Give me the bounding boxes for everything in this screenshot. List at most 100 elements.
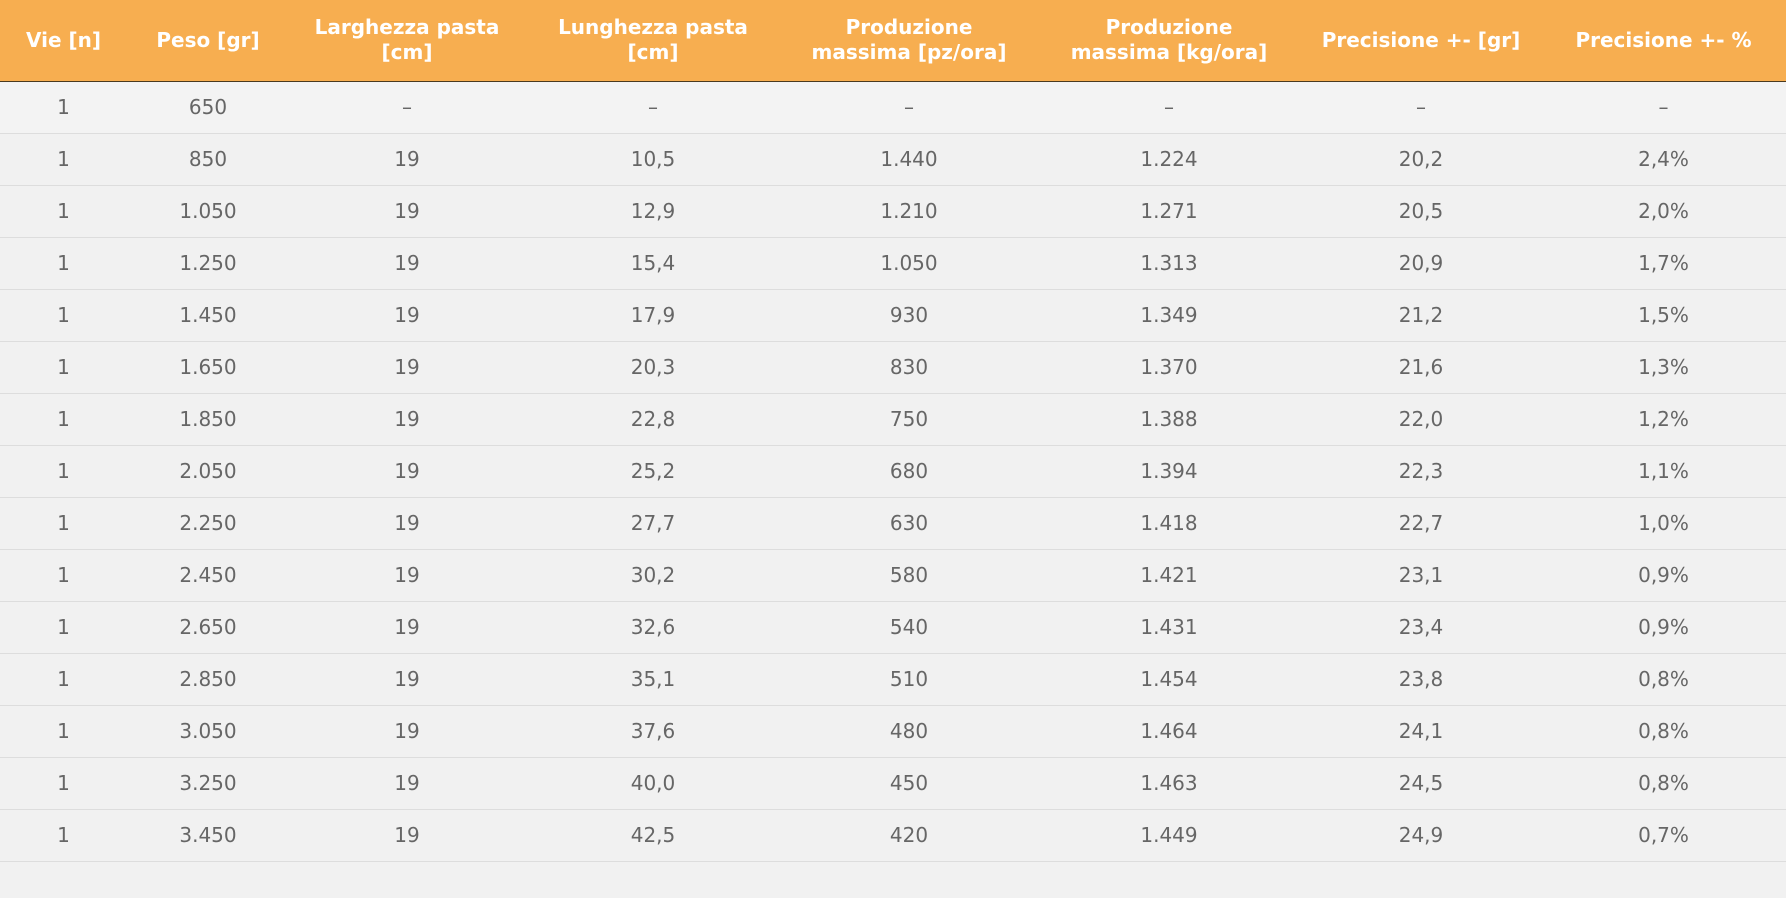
cell-lunghezza: 37,6 (525, 705, 781, 758)
cell-lunghezza: 22,8 (525, 393, 781, 446)
cell-precisione-pct: 2,0% (1541, 185, 1786, 238)
cell-peso: 2.850 (127, 653, 289, 706)
cell-lunghezza: 27,7 (525, 497, 781, 550)
cell-lunghezza: 15,4 (525, 237, 781, 290)
cell-larghezza: 19 (289, 549, 525, 602)
cell-lunghezza: 35,1 (525, 653, 781, 706)
cell-peso: 1.650 (127, 341, 289, 394)
cell-produzione-pz: 420 (781, 809, 1037, 862)
cell-precisione-gr: 20,9 (1301, 237, 1541, 290)
cell-larghezza: 19 (289, 133, 525, 186)
cell-precisione-gr: 24,9 (1301, 809, 1541, 862)
cell-produzione-kg: 1.349 (1037, 289, 1301, 342)
table-row: 1 2.850 19 35,1 510 1.454 23,8 0,8% (0, 653, 1786, 706)
cell-precisione-pct: 0,8% (1541, 705, 1786, 758)
table-row: 1 3.050 19 37,6 480 1.464 24,1 0,8% (0, 705, 1786, 758)
cell-peso: 3.450 (127, 809, 289, 862)
cell-produzione-pz: 540 (781, 601, 1037, 654)
cell-vie: 1 (0, 81, 127, 134)
cell-vie: 1 (0, 757, 127, 810)
cell-produzione-pz: 450 (781, 757, 1037, 810)
cell-produzione-pz: – (781, 81, 1037, 134)
cell-produzione-kg: 1.418 (1037, 497, 1301, 550)
cell-precisione-pct: 1,2% (1541, 393, 1786, 446)
cell-produzione-kg: 1.388 (1037, 393, 1301, 446)
cell-lunghezza: 10,5 (525, 133, 781, 186)
table-row: 1 650– – – – – – (0, 81, 1786, 134)
cell-vie: 1 (0, 809, 127, 862)
cell-peso: 2.250 (127, 497, 289, 550)
table-row: 1 2.450 19 30,2 580 1.421 23,1 0,9% (0, 549, 1786, 602)
header-produzione-pz: Produzione massima [pz/ora] (781, 0, 1037, 82)
cell-precisione-gr: 22,0 (1301, 393, 1541, 446)
cell-larghezza: 19 (289, 757, 525, 810)
cell-produzione-pz: 680 (781, 445, 1037, 498)
cell-precisione-pct: – (1541, 81, 1786, 134)
cell-peso: 1.250 (127, 237, 289, 290)
cell-peso: 650 (127, 81, 289, 134)
cell-larghezza: 19 (289, 237, 525, 290)
cell-precisione-gr: 20,2 (1301, 133, 1541, 186)
cell-vie: 1 (0, 237, 127, 290)
header-vie: Vie [n] (0, 0, 127, 82)
cell-larghezza: – (289, 81, 525, 134)
cell-precisione-pct: 0,8% (1541, 757, 1786, 810)
cell-produzione-kg: 1.431 (1037, 601, 1301, 654)
cell-precisione-gr: 21,6 (1301, 341, 1541, 394)
cell-lunghezza: 12,9 (525, 185, 781, 238)
cell-produzione-kg: 1.271 (1037, 185, 1301, 238)
cell-larghezza: 19 (289, 289, 525, 342)
cell-produzione-kg: 1.394 (1037, 445, 1301, 498)
cell-lunghezza: 40,0 (525, 757, 781, 810)
cell-produzione-pz: 580 (781, 549, 1037, 602)
header-row: Vie [n] Peso [gr] Larghezza pasta [cm] L… (0, 0, 1786, 82)
cell-lunghezza: 42,5 (525, 809, 781, 862)
cell-produzione-kg: 1.454 (1037, 653, 1301, 706)
cell-precisione-gr: 23,8 (1301, 653, 1541, 706)
cell-precisione-gr: – (1301, 81, 1541, 134)
cell-produzione-pz: 750 (781, 393, 1037, 446)
cell-produzione-kg: 1.421 (1037, 549, 1301, 602)
cell-produzione-pz: 1.210 (781, 185, 1037, 238)
cell-larghezza: 19 (289, 653, 525, 706)
cell-precisione-pct: 1,5% (1541, 289, 1786, 342)
table-row: 1 3.450 19 42,5 420 1.449 24,9 0,7% (0, 809, 1786, 862)
cell-produzione-kg: 1.463 (1037, 757, 1301, 810)
table-row: 1 2.250 19 27,7 630 1.418 22,7 1,0% (0, 497, 1786, 550)
cell-produzione-pz: 510 (781, 653, 1037, 706)
cell-precisione-gr: 21,2 (1301, 289, 1541, 342)
cell-produzione-pz: 930 (781, 289, 1037, 342)
cell-larghezza: 19 (289, 185, 525, 238)
header-peso: Peso [gr] (127, 0, 289, 82)
cell-precisione-gr: 24,1 (1301, 705, 1541, 758)
cell-peso: 3.050 (127, 705, 289, 758)
cell-precisione-gr: 20,5 (1301, 185, 1541, 238)
cell-vie: 1 (0, 289, 127, 342)
cell-peso: 2.450 (127, 549, 289, 602)
cell-produzione-pz: 1.050 (781, 237, 1037, 290)
table-header: Vie [n] Peso [gr] Larghezza pasta [cm] L… (0, 0, 1786, 82)
cell-precisione-pct: 0,8% (1541, 653, 1786, 706)
cell-lunghezza: – (525, 81, 781, 134)
cell-precisione-pct: 1,7% (1541, 237, 1786, 290)
cell-produzione-kg: 1.370 (1037, 341, 1301, 394)
cell-produzione-pz: 1.440 (781, 133, 1037, 186)
cell-lunghezza: 20,3 (525, 341, 781, 394)
cell-vie: 1 (0, 653, 127, 706)
header-produzione-kg: Produzione massima [kg/ora] (1037, 0, 1301, 82)
header-larghezza-pasta: Larghezza pasta [cm] (289, 0, 525, 82)
cell-precisione-gr: 23,4 (1301, 601, 1541, 654)
table-row: 1 2.650 19 32,6 540 1.431 23,4 0,9% (0, 601, 1786, 654)
cell-peso: 2.650 (127, 601, 289, 654)
cell-precisione-gr: 24,5 (1301, 757, 1541, 810)
cell-peso: 1.850 (127, 393, 289, 446)
table-row: 1 1.050 19 12,9 1.210 1.271 20,5 2,0% (0, 185, 1786, 238)
cell-larghezza: 19 (289, 705, 525, 758)
cell-produzione-pz: 630 (781, 497, 1037, 550)
cell-precisione-gr: 22,3 (1301, 445, 1541, 498)
cell-vie: 1 (0, 497, 127, 550)
header-precisione-pct: Precisione +- % (1541, 0, 1786, 82)
cell-peso: 2.050 (127, 445, 289, 498)
table-body: 1 650– – – – – –1 850 19 10,5 1.440 1.224 20,2 2,4% 1 1… (0, 81, 1786, 862)
table-row: 1 1.850 19 22,8 750 1.388 22,0 1,2% (0, 393, 1786, 446)
